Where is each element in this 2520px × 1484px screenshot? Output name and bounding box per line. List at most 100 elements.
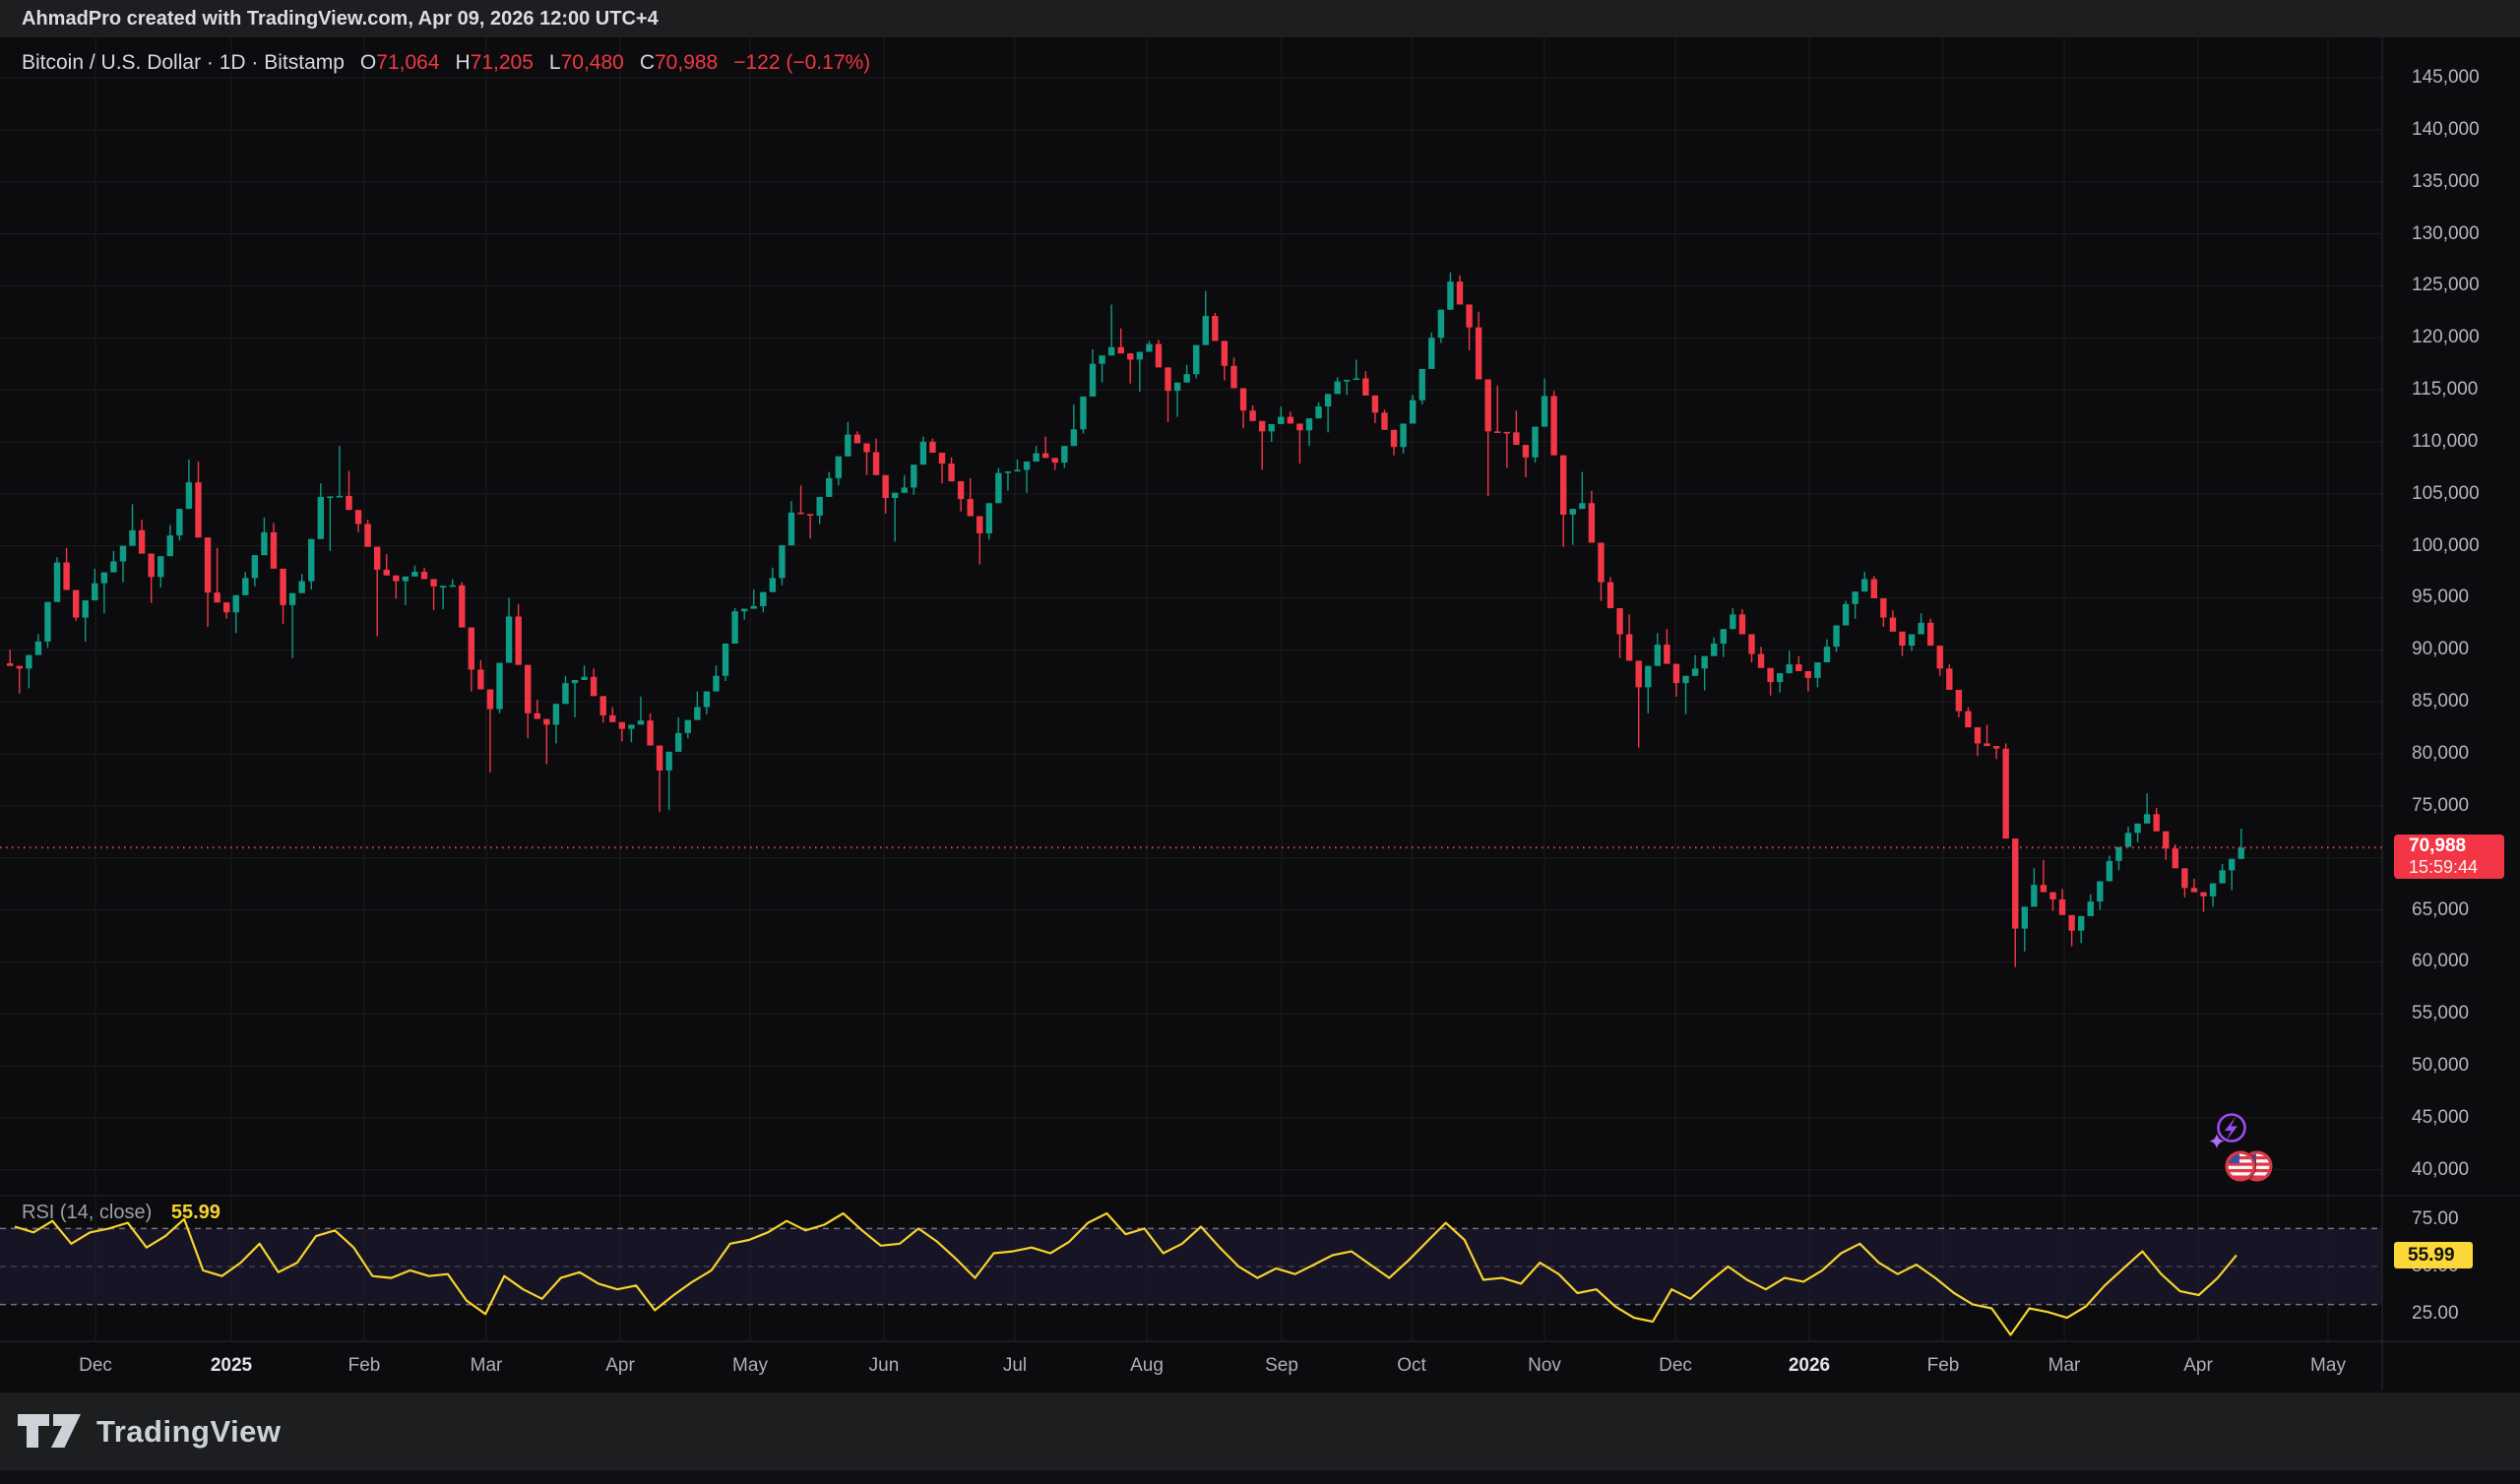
candle-body	[468, 627, 475, 670]
low-label: L	[548, 51, 561, 74]
candle-body	[1899, 631, 1906, 647]
candle-body	[515, 616, 522, 665]
candle-body	[1070, 429, 1078, 447]
candle-body	[647, 720, 654, 746]
candle-body	[1155, 343, 1163, 368]
candle-body	[1861, 579, 1868, 592]
candle-body	[1447, 281, 1454, 310]
candle-body	[1559, 455, 1567, 515]
time-axis-label: Mar	[470, 1355, 503, 1376]
candle-body	[1212, 316, 1219, 341]
candle-body	[694, 707, 701, 720]
candle-body	[750, 605, 757, 609]
symbol-legend[interactable]: Bitcoin / U.S. Dollar · 1D · Bitstamp O …	[22, 51, 870, 75]
candle-body	[1334, 381, 1341, 395]
price-axis-label: 100,000	[2412, 534, 2480, 556]
candle-body	[976, 516, 983, 533]
candle-body	[891, 492, 899, 499]
candle-body	[816, 496, 823, 516]
candle-body	[346, 495, 352, 511]
candle-body	[1823, 647, 1831, 663]
candle-body	[1249, 410, 1256, 421]
candle-body	[148, 553, 155, 578]
candle-body	[459, 585, 466, 628]
candle-body	[1503, 431, 1511, 434]
candle-body	[1974, 727, 1982, 744]
high-value: 71,205	[470, 51, 534, 74]
candle-body	[1654, 645, 1662, 666]
candle-body	[1315, 405, 1322, 419]
candle-body	[2200, 892, 2207, 897]
candle-body	[26, 654, 32, 669]
price-axis-label: 90,000	[2412, 639, 2470, 660]
symbol-title[interactable]: Bitcoin / U.S. Dollar · 1D · Bitstamp	[22, 51, 345, 74]
low-value: 70,480	[560, 51, 624, 74]
price-axis-label: 75,000	[2412, 794, 2470, 816]
candle-body	[1513, 432, 1520, 446]
spark-event-icon[interactable]	[2209, 1113, 2246, 1149]
candle-body	[1625, 634, 1633, 661]
us-flag-events-icon[interactable]	[2225, 1150, 2273, 1182]
candle-body	[1418, 368, 1425, 401]
candle-body	[1033, 453, 1040, 463]
candle-body	[1183, 374, 1190, 383]
rsi-line	[14, 1211, 2237, 1336]
candle-body	[769, 578, 777, 592]
time-axis-label: Dec	[79, 1355, 112, 1376]
candle-body	[1926, 622, 1934, 647]
time-axis-label: Apr	[2183, 1355, 2213, 1376]
candle-body	[760, 591, 767, 606]
tradingview-wordmark[interactable]: TradingView	[96, 1413, 282, 1449]
attribution-text: AhmadPro created with TradingView.com, A…	[22, 8, 659, 30]
candle-body	[1107, 346, 1115, 356]
tradingview-logo-icon[interactable]	[18, 1413, 83, 1450]
candle-body	[1645, 665, 1652, 688]
candle-body	[2181, 868, 2188, 889]
candle-body	[1730, 614, 1736, 630]
candle-body	[138, 529, 146, 554]
candle-body	[1946, 668, 1953, 691]
candle-body	[534, 712, 540, 719]
candle-body	[251, 555, 259, 579]
candle-body	[1936, 646, 1943, 669]
candle-body	[119, 545, 127, 562]
rsi-label[interactable]: RSI (14, close)	[22, 1202, 153, 1223]
price-axis-label: 130,000	[2412, 222, 2480, 244]
candle-body	[713, 675, 720, 692]
candle-body	[1598, 542, 1605, 583]
bottom-edge-strip	[0, 1470, 2520, 1484]
candle-body	[1786, 664, 1793, 674]
candle-body	[1664, 645, 1670, 664]
candle-body	[477, 669, 484, 690]
price-axis-label: 80,000	[2412, 743, 2470, 765]
candle-body	[1550, 396, 1557, 456]
candle-body	[911, 464, 917, 488]
candle-body	[826, 477, 833, 497]
candle-body	[1409, 400, 1417, 424]
candle-body	[505, 616, 513, 663]
candle-body	[1532, 426, 1539, 458]
time-axis-label: 2026	[1788, 1355, 1831, 1376]
bar-countdown: 15:59:44	[2409, 857, 2479, 877]
time-axis-label: Sep	[1265, 1355, 1298, 1376]
candle-body	[1955, 690, 1963, 711]
candle-body	[637, 720, 645, 725]
candle-body	[1193, 344, 1200, 375]
candle-body	[1305, 418, 1313, 431]
candle-body	[1992, 746, 2000, 749]
candle-body	[581, 676, 588, 680]
candle-body	[72, 589, 80, 618]
candle-body	[1466, 304, 1473, 328]
candle-body	[1814, 662, 1821, 678]
candle-body	[1390, 429, 1398, 448]
candle-body	[1099, 355, 1105, 364]
price-axis-label: 65,000	[2412, 898, 2470, 920]
candle-body	[1748, 634, 1755, 654]
candle-body	[552, 704, 560, 725]
rsi-legend[interactable]: RSI (14, close) 55.99	[22, 1202, 220, 1224]
candle-body	[1475, 327, 1482, 380]
candle-body	[129, 529, 136, 546]
candle-body	[1362, 378, 1369, 396]
candle-body	[1202, 316, 1209, 345]
